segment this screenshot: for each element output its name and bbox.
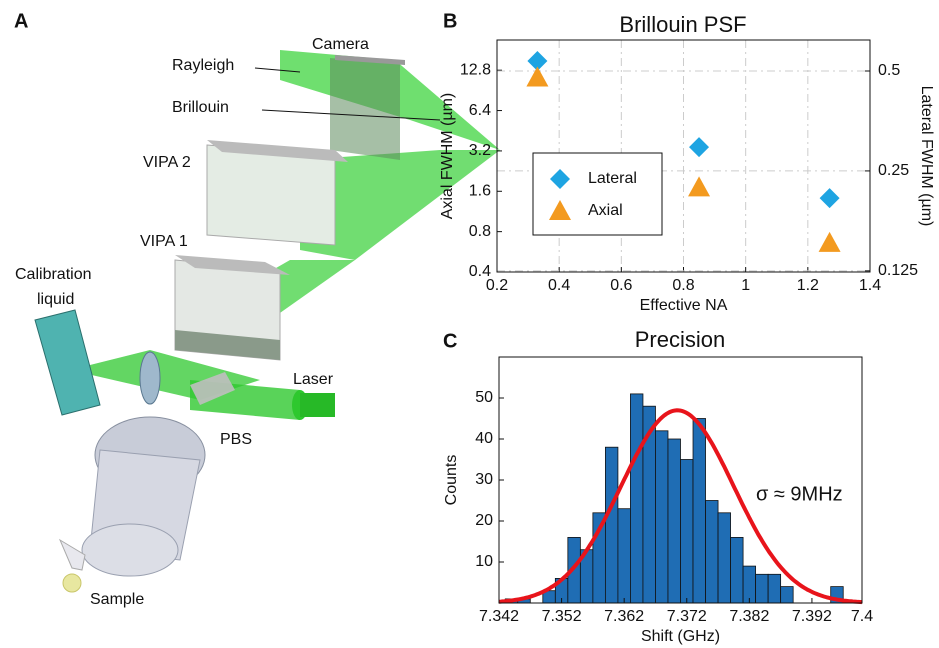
- y2-tick-label: 0.5: [878, 62, 900, 79]
- triangle-marker: [526, 66, 549, 87]
- setup-drawing: [34, 50, 500, 593]
- x-tick-label: 0.6: [610, 277, 632, 294]
- chart-title: Precision: [635, 327, 725, 352]
- y2-tick-label: 0.25: [878, 162, 909, 179]
- diamond-marker: [527, 50, 548, 71]
- legend-label: Lateral: [588, 170, 637, 187]
- y-tick-label: 10: [475, 553, 493, 570]
- legend-box: [532, 152, 663, 236]
- bar: [617, 508, 631, 604]
- x-tick-label: 7.4: [851, 608, 873, 625]
- camera-edge: [335, 55, 405, 65]
- bar: [705, 500, 719, 604]
- x-tick-label: 0.2: [486, 277, 508, 294]
- panel-label: B: [443, 10, 457, 32]
- y-tick-label: 0.8: [469, 223, 491, 240]
- pointer: [261, 109, 441, 121]
- objective: [81, 523, 179, 577]
- x-tick-label: 7.352: [542, 608, 582, 625]
- triangle-marker: [549, 200, 571, 220]
- diagram-label: PBS: [220, 431, 252, 448]
- fit-curve: [498, 408, 863, 605]
- bar: [767, 573, 782, 604]
- x-axis-label: Effective NA: [640, 297, 728, 314]
- bar: [630, 393, 644, 604]
- bar: [780, 586, 794, 604]
- beam: [300, 150, 500, 260]
- diagram-label: Rayleigh: [172, 57, 234, 74]
- x-tick-label: 0.4: [548, 277, 570, 294]
- chart-title: Brillouin PSF: [619, 12, 746, 37]
- diamond-marker: [550, 169, 570, 189]
- x-tick-label: 7.382: [729, 608, 769, 625]
- bar: [717, 512, 731, 604]
- y-tick-label: 40: [475, 430, 493, 447]
- y-tick-label: 3.2: [469, 142, 491, 159]
- lens: [139, 351, 161, 405]
- triangle-marker: [688, 176, 711, 197]
- diagram-label: Camera: [312, 36, 369, 53]
- y-tick-label: 6.4: [469, 102, 491, 119]
- objective-tip: [58, 538, 86, 571]
- panel-label: C: [443, 330, 457, 352]
- y2-axis-label: Lateral FWHM (µm): [918, 86, 935, 227]
- x-tick-label: 1.4: [859, 277, 881, 294]
- y-tick-label: 12.8: [460, 61, 491, 78]
- y-tick-label: 0.4: [469, 263, 491, 280]
- diagram-label: Sample: [90, 591, 144, 608]
- x-tick-label: 7.372: [667, 608, 707, 625]
- x-tick-label: 0.8: [672, 277, 694, 294]
- y-tick-label: 50: [475, 389, 493, 406]
- laser: [300, 393, 335, 417]
- y-tick-label: 20: [475, 512, 493, 529]
- diagram-label: Brillouin: [172, 99, 229, 116]
- y-axis-label: Counts: [443, 455, 460, 506]
- plot-frame: [498, 356, 863, 604]
- x-tick-label: 7.342: [479, 608, 519, 625]
- annotation: σ ≈ 9MHz: [756, 483, 843, 505]
- diagram-label: Calibration: [15, 266, 91, 283]
- vipa-shade: [175, 330, 280, 360]
- pbs: [190, 372, 235, 405]
- legend-label: Axial: [588, 202, 623, 219]
- bar: [742, 565, 757, 604]
- camera: [330, 58, 400, 160]
- cuvette: [34, 309, 101, 416]
- x-tick-label: 1.2: [797, 277, 819, 294]
- triangle-marker: [818, 231, 841, 252]
- x-axis-label: Shift (GHz): [641, 628, 720, 645]
- x-tick-label: 1: [741, 277, 750, 294]
- diagram-label: Laser: [293, 371, 334, 388]
- diamond-marker: [819, 188, 840, 209]
- x-tick-label: 7.362: [604, 608, 644, 625]
- y2-tick-label: 0.125: [878, 262, 918, 279]
- bar: [692, 418, 706, 604]
- x-tick-label: 7.392: [792, 608, 832, 625]
- plot-frame: [496, 39, 871, 273]
- bar: [667, 438, 681, 604]
- bar: [604, 446, 619, 604]
- y-axis-label: Axial FWHM (µm): [439, 93, 456, 220]
- bar: [730, 537, 744, 604]
- vipa-edge: [175, 255, 290, 275]
- sample: [62, 573, 82, 593]
- vipa-edge: [207, 140, 348, 162]
- bar: [655, 430, 669, 604]
- diagram-label: VIPA 1: [140, 233, 188, 250]
- bar: [680, 459, 694, 604]
- diagram-label: VIPA 2: [143, 154, 191, 171]
- vipa: [206, 144, 336, 246]
- y-tick-label: 1.6: [469, 182, 491, 199]
- y-tick-label: 30: [475, 471, 493, 488]
- diagram-label: liquid: [37, 291, 74, 308]
- bar: [755, 573, 769, 604]
- diagram-label: A: [14, 10, 28, 32]
- pointer: [254, 67, 301, 73]
- diamond-marker: [689, 137, 710, 158]
